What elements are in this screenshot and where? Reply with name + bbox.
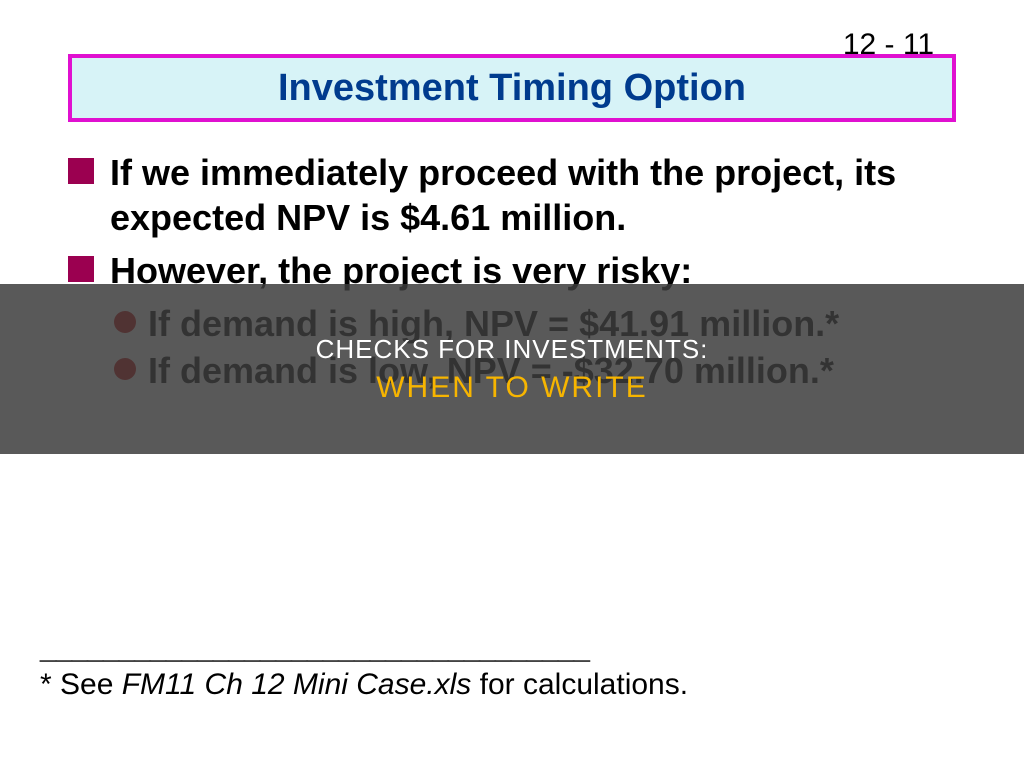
title-box: Investment Timing Option xyxy=(68,54,956,122)
slide-title: Investment Timing Option xyxy=(278,67,746,110)
overlay-line-2: WHEN TO WRITE xyxy=(376,371,648,405)
watermark-overlay: CHECKS FOR INVESTMENTS: WHEN TO WRITE xyxy=(0,284,1024,454)
square-bullet-icon xyxy=(68,256,94,282)
slide: 12 - 11 Investment Timing Option If we i… xyxy=(0,0,1024,768)
overlay-line-1: CHECKS FOR INVESTMENTS: xyxy=(316,334,709,365)
bullet-1-text: If we immediately proceed with the proje… xyxy=(110,150,956,240)
bullet-1: If we immediately proceed with the proje… xyxy=(68,150,956,240)
footnote-filename: FM11 Ch 12 Mini Case.xls xyxy=(122,668,472,701)
footnote-suffix: for calculations. xyxy=(471,668,688,701)
divider-line: ___________________________________ xyxy=(40,630,589,664)
footnote: * See FM11 Ch 12 Mini Case.xls for calcu… xyxy=(40,668,688,702)
square-bullet-icon xyxy=(68,158,94,184)
footnote-prefix: * See xyxy=(40,668,122,701)
